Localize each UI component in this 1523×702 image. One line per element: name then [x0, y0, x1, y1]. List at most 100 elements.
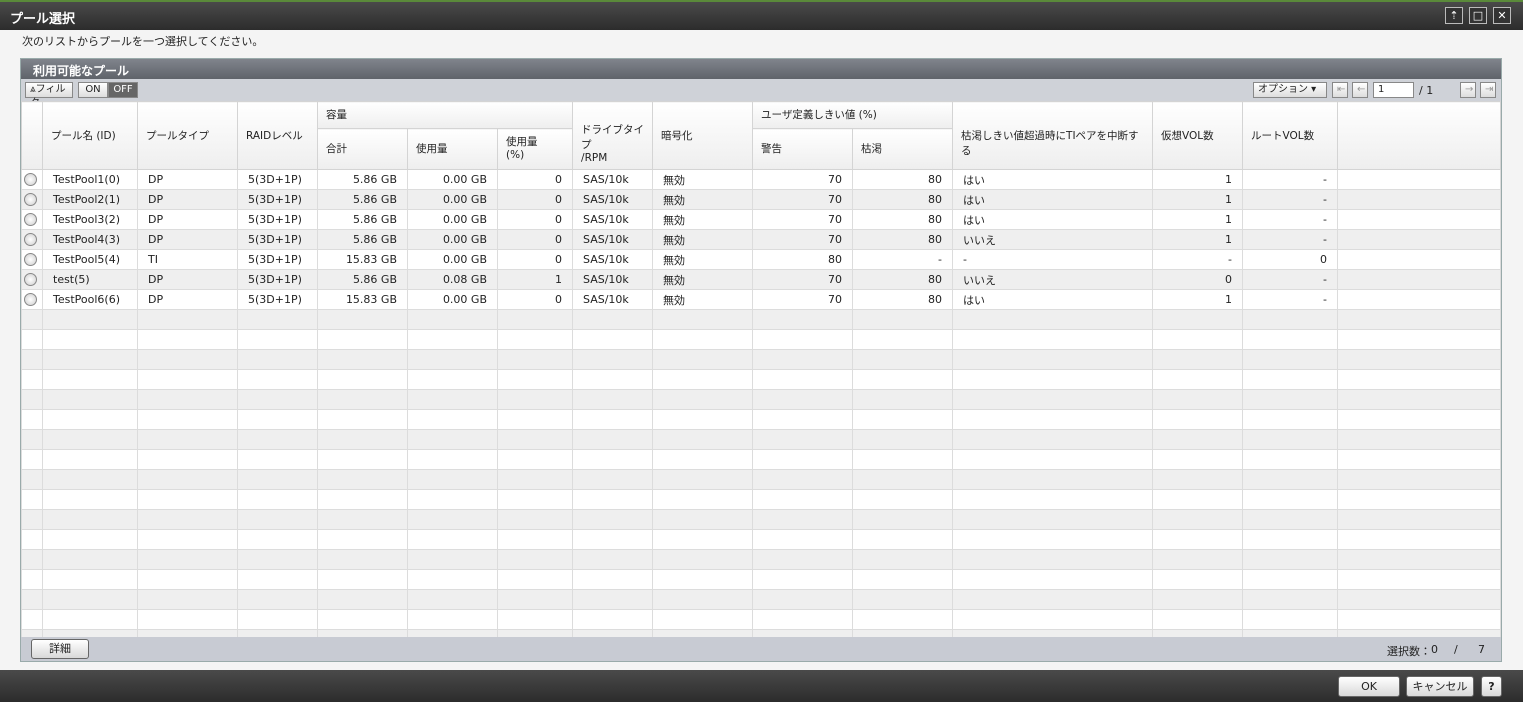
prev-page[interactable]: ←: [1352, 82, 1368, 98]
table-cell: 70: [752, 209, 854, 230]
table-cell: [407, 469, 498, 490]
table-row: [21, 529, 1501, 550]
pin-button[interactable]: ⇡: [1445, 7, 1463, 24]
header[interactable]: 枯渇しきい値超過時にTIペアを中断する: [952, 101, 1154, 170]
table-cell: 80: [852, 269, 954, 290]
table-cell: [1242, 629, 1339, 637]
table-row[interactable]: TestPool6(6) DP 5(3D+1P) 15.83 GB 0.00 GB 0 SA…: [21, 289, 1501, 310]
table-cell: [952, 309, 1154, 330]
header[interactable]: 合計: [317, 128, 408, 170]
total-count: 7: [1478, 643, 1485, 656]
table-cell: -: [1242, 269, 1339, 290]
filler-cell: [1337, 549, 1501, 570]
header[interactable]: 使用量 (%): [496, 128, 574, 170]
table-cell: [317, 389, 408, 410]
table-row[interactable]: TestPool1(0) DP 5(3D+1P) 5.86 GB 0.00 GB 0 SAS…: [21, 169, 1501, 190]
table-cell: 80: [852, 209, 954, 230]
radio-button[interactable]: [24, 233, 37, 247]
table-cell: [42, 629, 138, 637]
select-cell: [21, 469, 43, 490]
table-row[interactable]: TestPool4(3) DP 5(3D+1P) 5.86 GB 0.00 GB 0 SAS…: [21, 229, 1501, 250]
table-cell: [137, 349, 238, 370]
table-row[interactable]: TestPool2(1) DP 5(3D+1P) 5.86 GB 0.00 GB 0 SAS…: [21, 189, 1501, 210]
radio-button[interactable]: [24, 213, 37, 227]
table-cell: [42, 309, 138, 330]
table-cell: [42, 369, 138, 390]
table-cell: 5.86 GB: [317, 189, 408, 210]
table-cell: [652, 529, 754, 550]
table-cell: -: [852, 249, 954, 270]
filter-button[interactable]: ⩓フィルタ: [25, 82, 73, 109]
table-cell: [237, 449, 318, 470]
options-button[interactable]: オプション ▾: [1253, 82, 1327, 98]
table-row: [21, 449, 1501, 470]
table-cell: [852, 489, 954, 510]
table-row: [21, 429, 1501, 450]
maximize-button[interactable]: □: [1469, 7, 1487, 24]
select-cell: [21, 489, 43, 510]
filler-cell: [1337, 189, 1501, 210]
table-cell: [952, 469, 1154, 490]
table-cell: [496, 629, 574, 637]
header-group: ユーザ定義しきい値 (%): [752, 101, 954, 130]
next-page[interactable]: →: [1460, 82, 1476, 98]
table-cell: -: [1242, 209, 1339, 230]
table-cell: [1152, 369, 1244, 390]
table-cell: [1152, 429, 1244, 450]
table-row[interactable]: test(5) DP 5(3D+1P) 5.86 GB 0.08 GB 1 SAS/10k 無…: [21, 269, 1501, 290]
select-cell: [21, 629, 43, 637]
table-cell: [407, 529, 498, 550]
table-cell: [317, 529, 408, 550]
table-cell: 80: [852, 289, 954, 310]
close-button[interactable]: ✕: [1493, 7, 1511, 24]
radio-button[interactable]: [24, 273, 37, 287]
table-cell: [1242, 369, 1339, 390]
filter-off[interactable]: OFF: [108, 82, 138, 98]
header[interactable]: 警告: [752, 128, 854, 170]
table-cell: [137, 569, 238, 590]
header[interactable]: プール名 (ID): [42, 101, 138, 170]
radio-button[interactable]: [24, 193, 37, 207]
table-cell: [572, 549, 654, 570]
last-page[interactable]: ⇥: [1480, 82, 1496, 98]
radio-button[interactable]: [24, 173, 37, 187]
table-cell: [496, 549, 574, 570]
toolbar: ⩓フィルタ ON OFF オプション ▾ ⇤ ← 1 / 1 → ⇥: [21, 79, 1501, 109]
filler-cell: [1337, 309, 1501, 330]
table-cell: 無効: [652, 189, 754, 210]
table-cell: [137, 389, 238, 410]
table-cell: [852, 589, 954, 610]
header[interactable]: プールタイプ: [137, 101, 238, 170]
header[interactable]: 仮想VOL数: [1152, 101, 1244, 170]
radio-button[interactable]: [24, 293, 37, 307]
filter-on[interactable]: ON: [78, 82, 108, 98]
filler-cell: [1337, 329, 1501, 350]
table-cell: [752, 449, 854, 470]
table-cell: [652, 509, 754, 530]
header[interactable]: ドライブタイプ /RPM: [572, 101, 654, 170]
help-button[interactable]: ?: [1481, 676, 1502, 697]
table-cell: [237, 389, 318, 410]
table-row[interactable]: TestPool5(4) TI 5(3D+1P) 15.83 GB 0.00 GB 0 SA…: [21, 249, 1501, 270]
first-page[interactable]: ⇤: [1332, 82, 1348, 98]
header[interactable]: 使用量: [407, 128, 498, 170]
table-cell: [42, 489, 138, 510]
details-button[interactable]: 詳細: [31, 639, 89, 659]
header[interactable]: ルートVOL数: [1242, 101, 1339, 170]
table-cell: [407, 389, 498, 410]
table-cell: [237, 589, 318, 610]
ok-button[interactable]: OK: [1338, 676, 1400, 697]
header[interactable]: 枯渇: [852, 128, 954, 170]
page-input[interactable]: 1: [1373, 82, 1414, 98]
table-cell: [137, 529, 238, 550]
header[interactable]: RAIDレベル: [237, 101, 318, 170]
table-cell: [852, 469, 954, 490]
select-cell: [21, 549, 43, 570]
table-cell: [496, 449, 574, 470]
header[interactable]: 暗号化: [652, 101, 754, 170]
cancel-button[interactable]: キャンセル: [1406, 676, 1474, 697]
table-row[interactable]: TestPool3(2) DP 5(3D+1P) 5.86 GB 0.00 GB 0 SAS…: [21, 209, 1501, 230]
table-cell: [407, 589, 498, 610]
radio-button[interactable]: [24, 253, 37, 267]
